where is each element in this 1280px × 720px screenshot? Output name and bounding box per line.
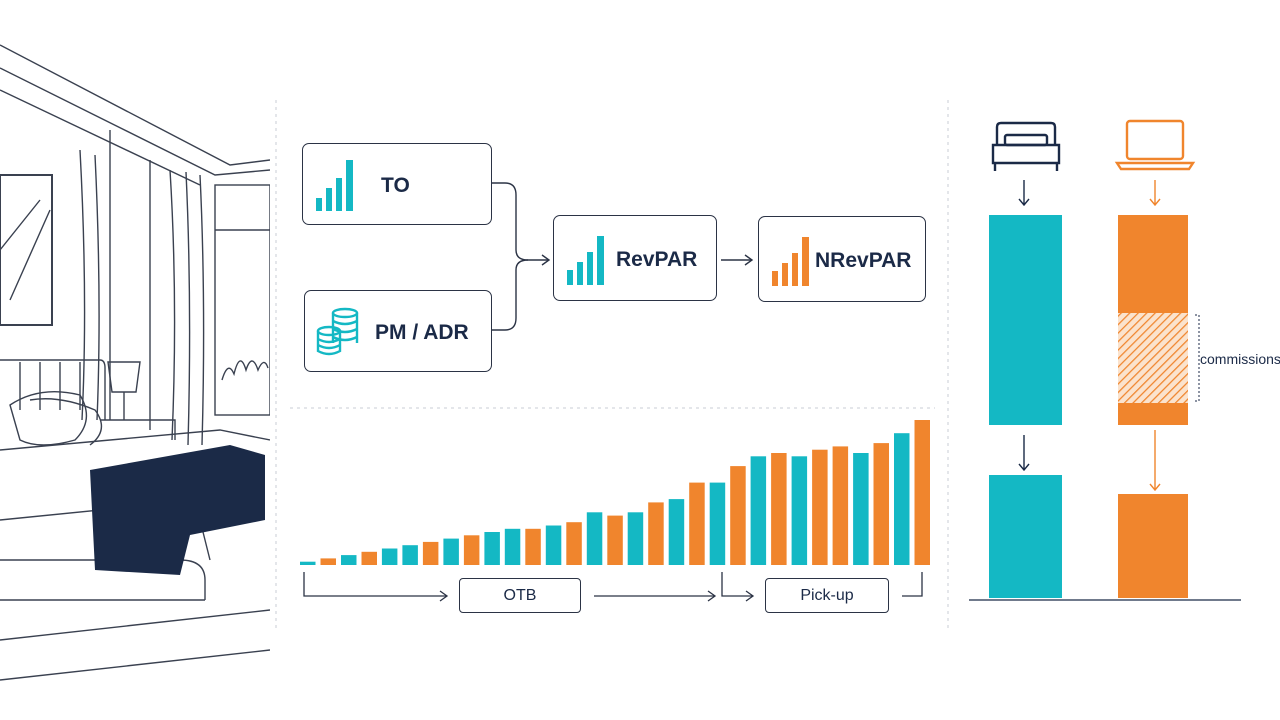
metric-to-box: TO bbox=[302, 143, 492, 225]
metric-nrevpar-label: NRevPAR bbox=[815, 249, 912, 272]
direct-net-bar bbox=[989, 475, 1062, 598]
commissions-hatch bbox=[1118, 313, 1188, 403]
pace-bar bbox=[627, 512, 644, 565]
pace-bar bbox=[853, 453, 869, 565]
pace-bar bbox=[648, 502, 664, 565]
pace-bar bbox=[422, 541, 439, 565]
pace-bar bbox=[300, 561, 316, 565]
metric-pm-adr-box: PM / ADR bbox=[304, 290, 492, 372]
pace-bar bbox=[545, 525, 562, 565]
commissions-label: commissions bbox=[1200, 351, 1280, 367]
pace-bar bbox=[668, 499, 685, 565]
pace-bar bbox=[463, 535, 480, 565]
pace-bar bbox=[771, 453, 787, 565]
pace-bar bbox=[914, 420, 930, 565]
coin-stack-icon bbox=[316, 307, 359, 356]
bed-icon bbox=[991, 121, 1061, 171]
pace-bar bbox=[894, 433, 910, 565]
pace-bar bbox=[750, 456, 767, 565]
metric-revpar-label: RevPAR bbox=[616, 248, 698, 271]
pace-bar bbox=[525, 528, 541, 565]
hotel-room-illustration bbox=[0, 44, 270, 681]
direct-vs-ota-comparison bbox=[969, 119, 1241, 601]
metric-nrevpar-box: NRevPAR bbox=[758, 216, 926, 302]
bed-runner bbox=[90, 445, 265, 575]
pace-bar bbox=[320, 558, 336, 565]
laptop-icon bbox=[1114, 119, 1196, 171]
metric-pm-adr-label: PM / ADR bbox=[375, 321, 469, 344]
metric-revpar-box: RevPAR bbox=[553, 215, 717, 301]
otb-label: OTB bbox=[459, 578, 581, 613]
pace-bar bbox=[832, 446, 849, 565]
pace-bar bbox=[873, 443, 889, 565]
metric-to-label: TO bbox=[381, 174, 410, 197]
pace-bar bbox=[504, 528, 521, 565]
booking-pace-chart bbox=[300, 420, 930, 565]
pace-bar bbox=[689, 482, 705, 565]
pace-bar bbox=[791, 456, 808, 565]
pace-bar bbox=[730, 466, 746, 565]
pace-bar bbox=[607, 515, 623, 565]
pace-bar bbox=[812, 449, 828, 565]
pace-bar bbox=[709, 482, 726, 565]
bar-chart-icon bbox=[772, 237, 809, 286]
ota-remainder-bar bbox=[1118, 403, 1188, 425]
bar-chart-icon bbox=[567, 236, 604, 285]
pace-bar bbox=[443, 538, 459, 565]
direct-gross-bar bbox=[989, 215, 1062, 425]
pace-bar bbox=[484, 532, 500, 565]
bar-chart-icon bbox=[316, 160, 353, 211]
pace-bar bbox=[566, 522, 582, 565]
ota-gross-bar bbox=[1118, 215, 1188, 313]
pace-bar bbox=[381, 548, 398, 565]
pace-bar bbox=[361, 551, 377, 565]
pace-bar bbox=[341, 555, 357, 565]
pace-bar bbox=[402, 545, 418, 565]
pace-bar bbox=[586, 512, 603, 565]
pickup-label: Pick-up bbox=[765, 578, 889, 613]
ota-net-bar bbox=[1118, 494, 1188, 598]
